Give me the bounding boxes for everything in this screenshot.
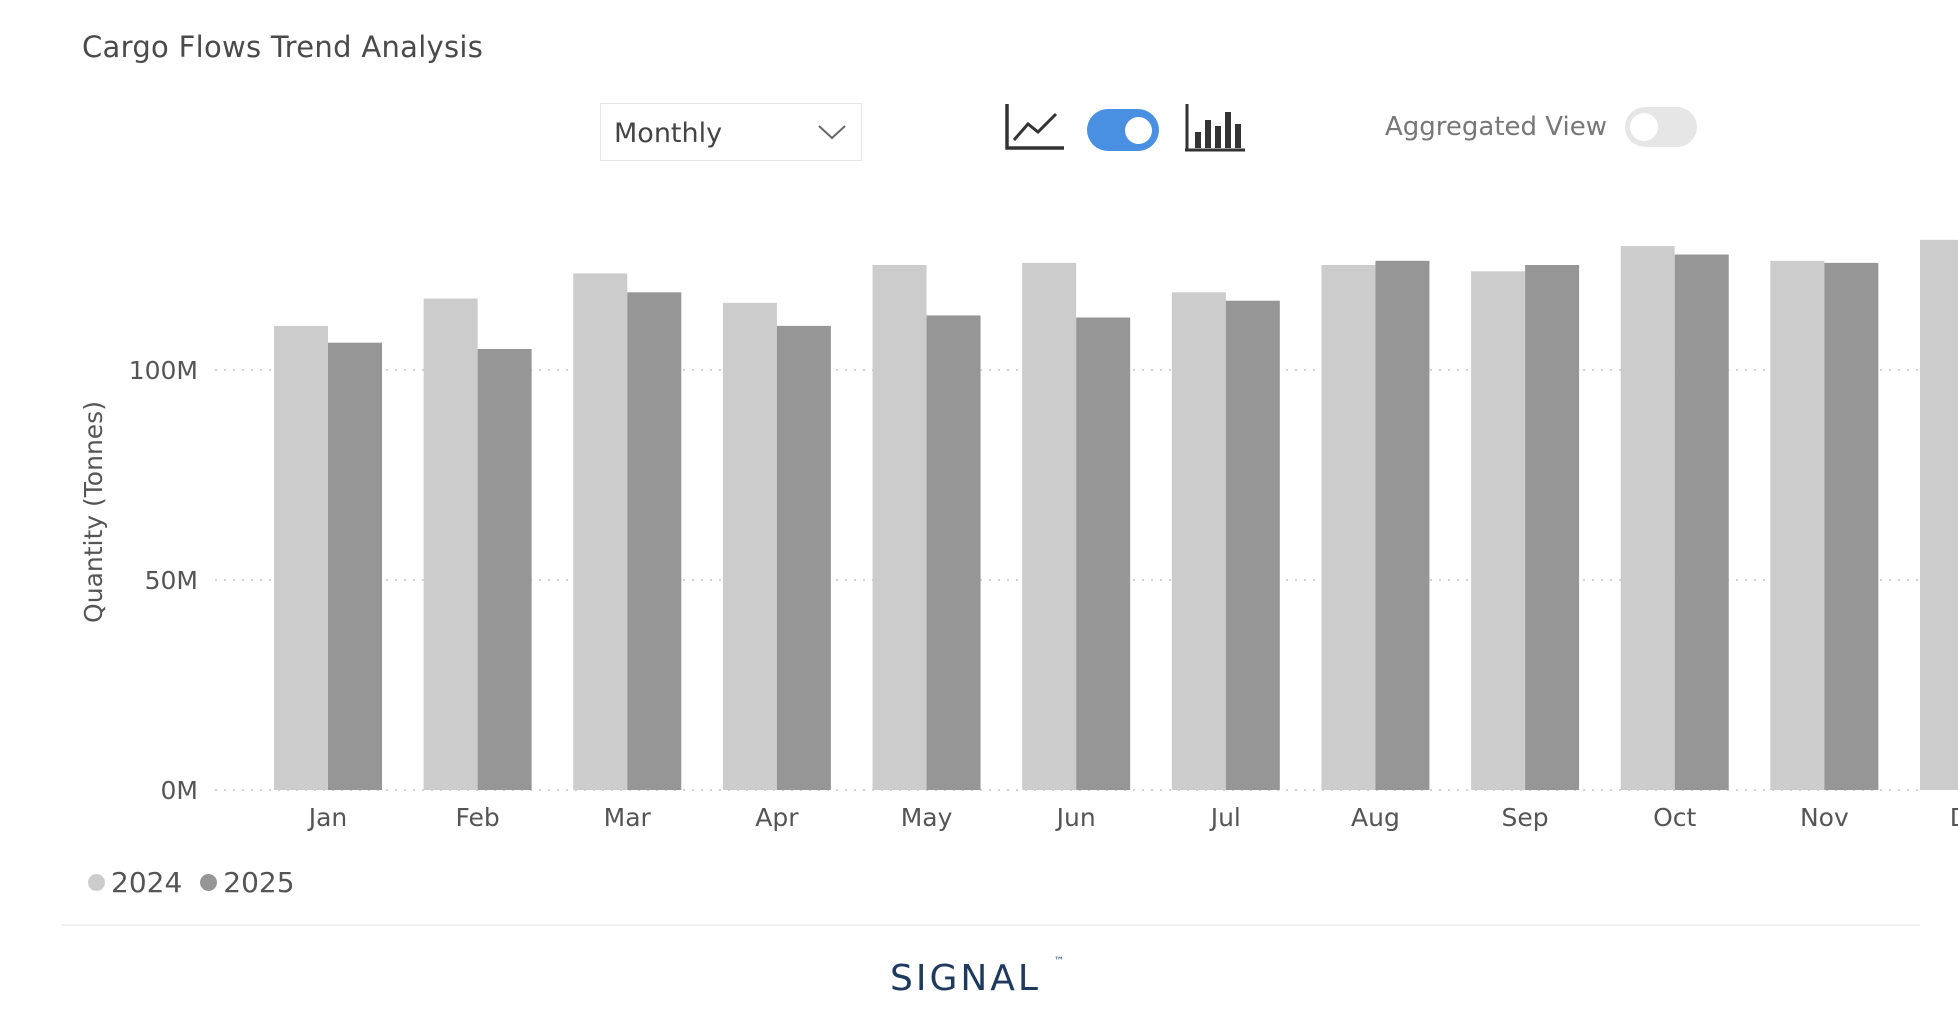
x-tick-label-apr: Apr [755, 803, 799, 832]
legend-dot-2024 [88, 874, 105, 891]
x-tick-label-nov: Nov [1800, 803, 1849, 832]
bar-2024-apr[interactable] [722, 302, 777, 790]
chart-type-toggle[interactable] [1087, 109, 1159, 151]
legend-label-2024: 2024 [111, 866, 183, 899]
chevron-down-icon [818, 125, 846, 140]
bar-2025-jan[interactable] [328, 342, 382, 790]
x-tick-label-mar: Mar [604, 803, 652, 832]
x-tick-label-sep: Sep [1502, 803, 1549, 832]
bar-2025-feb[interactable] [477, 349, 532, 790]
y-tick-label: 100M [129, 356, 198, 385]
bar-2025-oct[interactable] [1674, 254, 1729, 791]
bar-2025-apr[interactable] [776, 325, 831, 790]
svg-text:SIGNAL: SIGNAL [890, 958, 1041, 999]
line-chart-icon[interactable] [1004, 102, 1066, 152]
x-tick-label-jun: Jun [1055, 803, 1096, 832]
chart-type-toggle-knob [1125, 117, 1152, 144]
x-tick-label-may: May [901, 803, 953, 832]
bars [274, 239, 1958, 791]
signal-logo: SIGNAL ™ [890, 956, 1064, 999]
bar-2025-jun[interactable] [1076, 317, 1131, 791]
x-tick-label-feb: Feb [456, 803, 500, 832]
bar-chart-icon[interactable] [1184, 104, 1246, 152]
bar-2024-dec[interactable] [1920, 239, 1958, 791]
legend: 2024 2025 [88, 866, 313, 899]
bar-2024-jan[interactable] [274, 325, 328, 790]
x-tick-label-oct: Oct [1653, 803, 1696, 832]
svg-text:™: ™ [1054, 956, 1064, 967]
bar-2025-jul[interactable] [1225, 300, 1280, 790]
legend-dot-2025 [200, 874, 218, 891]
x-tick-label-jan: Jan [307, 803, 348, 832]
y-tick-label: 0M [161, 776, 198, 805]
bar-2025-may[interactable] [926, 315, 981, 790]
x-tick-label-aug: Aug [1351, 803, 1400, 832]
y-axis-tick-labels: 0M 50M 100M [129, 356, 198, 805]
x-axis-tick-labels: Jan Feb Mar Apr May Jun Jul Aug Sep Oct Nov Dec [307, 803, 1958, 832]
bar-2024-sep[interactable] [1471, 271, 1526, 790]
bar-2024-oct[interactable] [1620, 246, 1675, 791]
x-tick-label-dec: Dec [1950, 803, 1958, 832]
bar-2024-nov[interactable] [1770, 260, 1825, 790]
period-dropdown[interactable]: Monthly [600, 103, 862, 161]
legend-item-2024[interactable]: 2024 [88, 866, 182, 899]
aggregated-view-toggle-knob [1630, 113, 1658, 141]
bar-2025-sep[interactable] [1525, 265, 1580, 790]
legend-label-2025: 2025 [223, 866, 295, 899]
aggregated-view-label: Aggregated View [1385, 112, 1608, 142]
bar-2025-aug[interactable] [1375, 260, 1430, 790]
bar-2024-mar[interactable] [573, 273, 628, 790]
bar-2024-aug[interactable] [1321, 265, 1376, 790]
bar-2025-nov[interactable] [1824, 262, 1879, 790]
y-tick-label: 50M [145, 566, 198, 595]
bar-2024-jun[interactable] [1022, 262, 1077, 790]
bar-2024-may[interactable] [872, 265, 927, 790]
y-axis-title: Quantity (Tonnes) [79, 401, 108, 623]
bar-chart: 0M 50M 100M Jan Feb Mar Apr May Jun Jul Aug Sep Oct… [79, 239, 1958, 832]
bar-2024-feb[interactable] [423, 298, 478, 790]
period-dropdown-value: Monthly [614, 118, 723, 149]
bar-2025-mar[interactable] [627, 292, 682, 790]
bar-2024-jul[interactable] [1171, 292, 1226, 790]
aggregated-view-toggle[interactable] [1625, 107, 1697, 147]
legend-item-2025[interactable]: 2025 [200, 866, 295, 899]
x-tick-label-jul: Jul [1209, 803, 1241, 832]
chart-title: Cargo Flows Trend Analysis [82, 30, 484, 64]
footer-divider [62, 924, 1920, 926]
